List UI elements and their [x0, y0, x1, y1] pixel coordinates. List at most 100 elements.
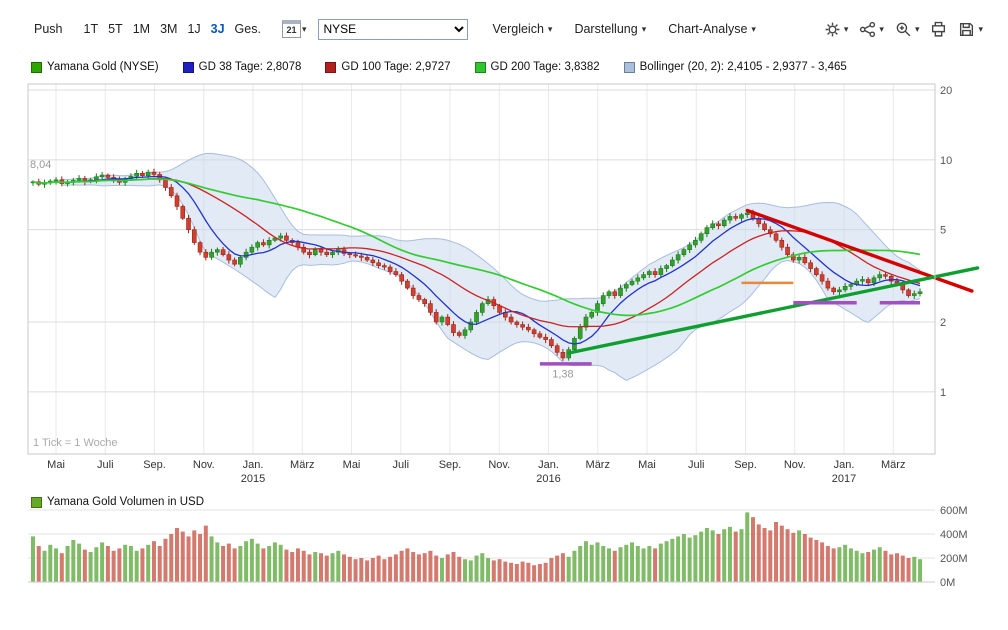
svg-text:Mai: Mai	[343, 459, 361, 471]
range-button-5t[interactable]: 5T	[103, 20, 128, 38]
svg-text:8,04: 8,04	[30, 159, 51, 171]
settings-button[interactable]: ▾	[823, 20, 850, 39]
range-button-1j[interactable]: 1J	[182, 20, 205, 38]
x-axis-labels: Mai Juli Sep. Nov. Jan. 2015 März Mai Juli Sep. No…	[47, 459, 905, 485]
tick-note: 1 Tick = 1 Woche	[33, 437, 117, 449]
toolbar-icons: ▾ ▾ ▾	[823, 20, 984, 39]
menu-button-darstellung[interactable]: Darstellung ▾	[568, 20, 652, 38]
price-annotations: 8,04 1,38	[30, 159, 574, 381]
range-button-ges[interactable]: Ges.	[230, 20, 266, 38]
chevron-down-icon: ▾	[879, 23, 884, 34]
svg-text:200M: 200M	[940, 553, 968, 565]
svg-text:Sep.: Sep.	[143, 459, 166, 471]
legend-color-swatch	[325, 61, 337, 73]
chevron-down-icon: ▾	[641, 23, 647, 34]
range-button-1m[interactable]: 1M	[128, 20, 155, 38]
svg-text:Juli: Juli	[688, 459, 705, 471]
svg-text:Nov.: Nov.	[488, 459, 510, 471]
range-button-3m[interactable]: 3M	[155, 20, 182, 38]
range-button-1t[interactable]: 1T	[79, 20, 104, 38]
scenario-button[interactable]: ▾	[858, 20, 885, 39]
chevron-down-icon: ▾	[547, 23, 553, 34]
svg-text:März: März	[290, 459, 314, 471]
svg-text:600M: 600M	[940, 506, 968, 517]
legend-color-swatch	[474, 61, 486, 73]
chevron-down-icon: ▾	[301, 23, 307, 34]
svg-text:2016: 2016	[536, 473, 560, 485]
menu-button-chart-analyse[interactable]: Chart-Analyse ▾	[662, 20, 762, 38]
legend-item: Yamana Gold (NYSE)	[31, 61, 159, 73]
svg-text:Sep.: Sep.	[734, 459, 757, 471]
menu-button-vergleich[interactable]: Vergleich ▾	[486, 20, 558, 38]
legend-label: GD 200 Tage: 3,8382	[490, 61, 600, 73]
zoom-in-icon	[896, 22, 911, 36]
svg-text:0M: 0M	[940, 577, 955, 589]
svg-text:2017: 2017	[832, 473, 856, 485]
svg-text:1: 1	[940, 387, 946, 399]
legend-color-swatch	[31, 61, 42, 73]
zoom-button[interactable]: ▾	[894, 20, 921, 39]
gear-icon	[825, 22, 840, 36]
legend-item: GD 100 Tage: 2,9727	[325, 61, 451, 73]
y-axis-labels: 20 10 5 2 1	[940, 85, 952, 399]
exchange-select[interactable]: NYSE	[318, 18, 469, 40]
save-icon	[960, 22, 974, 36]
legend-color-swatch	[31, 496, 42, 508]
menu-buttons: Vergleich ▾ Darstellung ▾ Chart-Analyse ▾	[476, 20, 761, 38]
svg-text:Juli: Juli	[393, 459, 410, 471]
scenario-icon	[860, 21, 876, 37]
legend-label: GD 100 Tage: 2,9727	[341, 61, 451, 73]
svg-text:400M: 400M	[940, 529, 968, 541]
legend-item: GD 38 Tage: 2,8078	[182, 61, 302, 73]
svg-text:5: 5	[940, 225, 946, 237]
svg-text:10: 10	[940, 155, 952, 167]
legend-label: Bollinger (20, 2): 2,4105 - 2,9377 - 3,4…	[639, 61, 847, 73]
gd200-line	[32, 178, 921, 317]
chevron-down-icon: ▾	[914, 23, 920, 34]
svg-text:Nov.: Nov.	[784, 459, 806, 471]
chevron-down-icon: ▾	[978, 23, 983, 34]
svg-text:März: März	[881, 459, 905, 471]
legend-label: Yamana Gold Volumen in USD	[47, 496, 205, 508]
gd38-line	[32, 175, 921, 345]
volume-chart: 600M 400M 200M 0M	[28, 506, 968, 589]
indicator-legend: Yamana Gold (NYSE) GD 38 Tage: 2,8078 GD 1…	[31, 61, 847, 73]
svg-text:Jan.: Jan.	[538, 459, 559, 471]
legend-label: GD 38 Tage: 2,8078	[198, 61, 302, 73]
svg-text:Sep.: Sep.	[439, 459, 462, 471]
svg-text:Mai: Mai	[638, 459, 656, 471]
svg-text:2: 2	[940, 317, 946, 329]
svg-text:Jan.: Jan.	[243, 459, 264, 471]
legend-item: Bollinger (20, 2): 2,4105 - 2,9377 - 3,4…	[623, 61, 847, 73]
chevron-down-icon: ▾	[751, 23, 756, 34]
print-icon	[932, 21, 946, 37]
legend-label: Yamana Gold (NYSE)	[47, 61, 159, 73]
legend-color-swatch	[182, 61, 194, 73]
svg-text:20: 20	[940, 85, 952, 97]
volume-legend: Yamana Gold Volumen in USD	[31, 496, 204, 508]
calendar-button[interactable]: 21 ▾	[281, 20, 307, 38]
svg-text:März: März	[586, 459, 610, 471]
calendar-icon: 21	[281, 20, 301, 38]
print-button[interactable]	[929, 20, 948, 39]
bollinger-band	[61, 153, 921, 381]
legend-item: GD 200 Tage: 3,8382	[474, 61, 600, 73]
svg-text:Mai: Mai	[47, 459, 65, 471]
legend-item: Yamana Gold Volumen in USD	[31, 496, 204, 508]
range-button-3j[interactable]: 3J	[206, 20, 230, 38]
trend-line	[566, 266, 980, 355]
svg-text:2015: 2015	[241, 473, 265, 485]
svg-text:Nov.: Nov.	[193, 459, 215, 471]
svg-text:Juli: Juli	[97, 459, 114, 471]
chevron-down-icon: ▾	[843, 23, 849, 34]
legend-color-swatch	[623, 61, 635, 73]
svg-text:Jan.: Jan.	[834, 459, 855, 471]
save-button[interactable]: ▾	[957, 20, 984, 39]
push-button[interactable]: Push	[28, 20, 69, 38]
toolbar: Push 1T 5T 1M 3M 1J 3J Ges. 21 ▾ NYSE Vergleic…	[28, 14, 984, 44]
range-buttons: 1T 5T 1M 3M 1J 3J Ges.	[79, 20, 266, 38]
volume-bars	[31, 512, 923, 582]
svg-text:1,38: 1,38	[552, 368, 573, 380]
